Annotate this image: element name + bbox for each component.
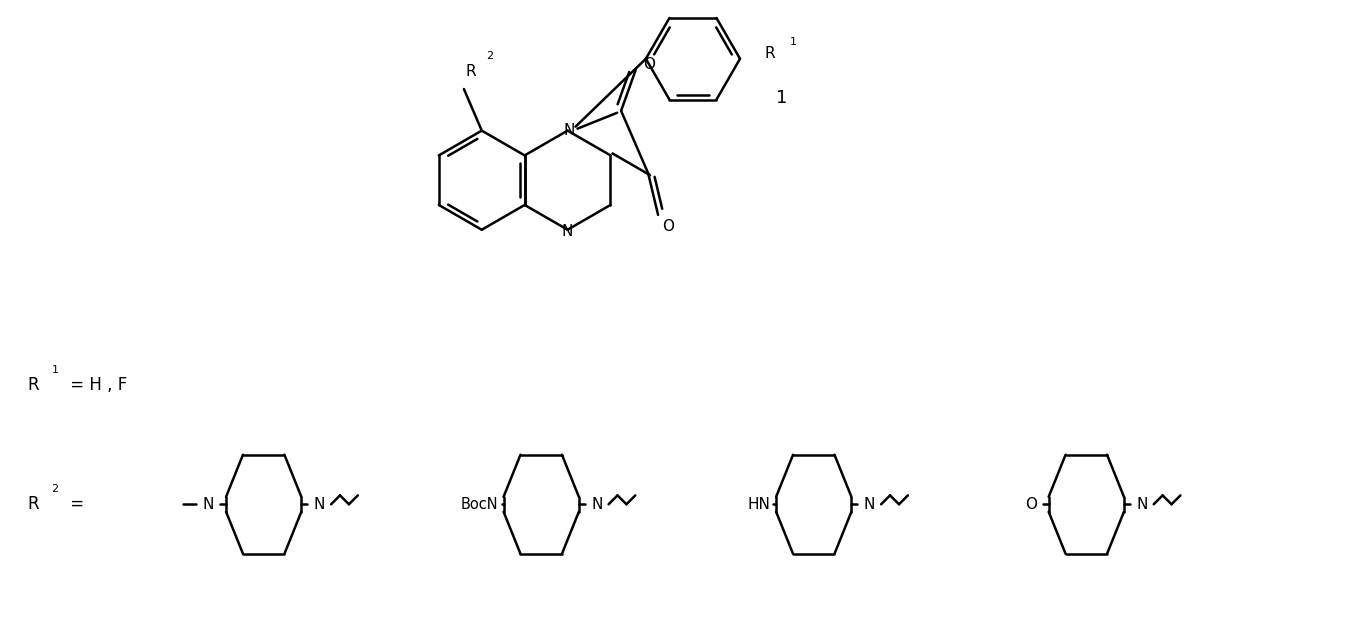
Text: 2: 2	[51, 484, 58, 494]
Text: 1: 1	[790, 37, 796, 47]
Text: R: R	[765, 46, 776, 61]
Text: R: R	[28, 376, 39, 394]
Text: N: N	[1136, 497, 1148, 512]
Text: 2: 2	[485, 51, 493, 61]
Text: O: O	[662, 219, 675, 234]
Text: BocN: BocN	[461, 497, 499, 512]
Text: =: =	[65, 495, 85, 514]
Text: O: O	[1025, 497, 1037, 512]
Text: HN: HN	[748, 497, 771, 512]
Text: 1: 1	[51, 366, 58, 376]
Text: R: R	[466, 64, 476, 79]
Text: N: N	[591, 497, 603, 512]
Text: 1: 1	[776, 89, 788, 107]
Text: N: N	[864, 497, 875, 512]
Text: N: N	[203, 497, 214, 512]
Text: R: R	[28, 495, 39, 514]
Text: N: N	[562, 224, 573, 239]
Text: O: O	[642, 57, 654, 72]
Text: N: N	[564, 123, 575, 138]
Text: = H , F: = H , F	[65, 376, 127, 394]
Text: N: N	[314, 497, 324, 512]
